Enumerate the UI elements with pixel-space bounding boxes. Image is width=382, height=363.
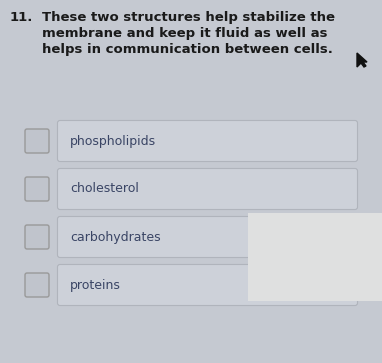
Text: These two structures help stabilize the: These two structures help stabilize the [42,11,335,24]
FancyBboxPatch shape [25,177,49,201]
FancyBboxPatch shape [25,129,49,153]
Text: cholesterol: cholesterol [70,183,139,196]
Polygon shape [357,53,367,67]
Text: phospholipids: phospholipids [70,135,156,147]
FancyBboxPatch shape [58,265,358,306]
Text: helps in communication between cells.: helps in communication between cells. [42,43,333,56]
FancyBboxPatch shape [58,121,358,162]
Bar [248,213,382,301]
FancyBboxPatch shape [58,168,358,209]
FancyBboxPatch shape [25,225,49,249]
FancyBboxPatch shape [25,273,49,297]
Text: 11.: 11. [10,11,33,24]
FancyBboxPatch shape [58,216,358,257]
Text: membrane and keep it fluid as well as: membrane and keep it fluid as well as [42,27,327,40]
Text: proteins: proteins [70,278,121,291]
Text: carbohydrates: carbohydrates [70,231,160,244]
